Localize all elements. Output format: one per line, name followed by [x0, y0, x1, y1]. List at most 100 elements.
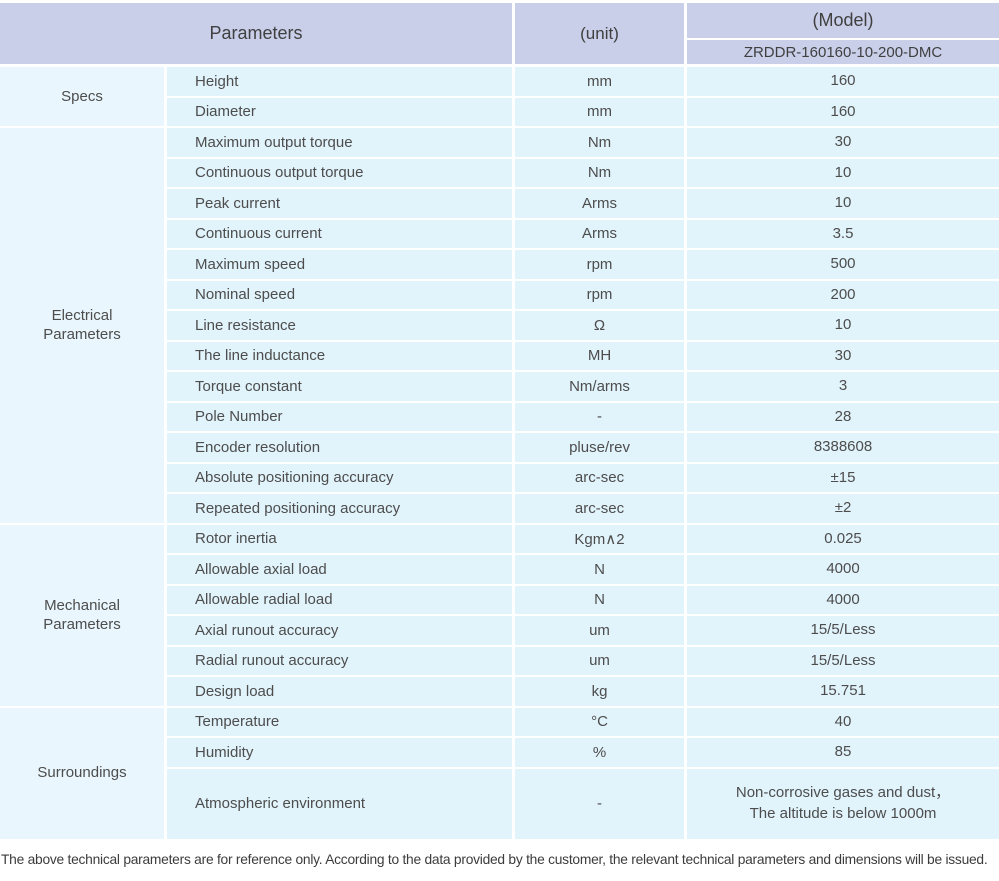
unit-cell: mm: [512, 67, 685, 98]
table-row: Continuous output torque Nm 10: [0, 158, 999, 189]
param-cell: Rotor inertia: [164, 524, 513, 555]
value-cell: 15.751: [684, 677, 999, 708]
param-cell: Diameter: [164, 97, 513, 128]
param-cell: Maximum output torque: [164, 128, 513, 159]
value-cell: ±15: [684, 463, 999, 494]
table-row: The line inductance MH 30: [0, 341, 999, 372]
param-cell: Atmospheric environment: [164, 768, 513, 841]
value-cell: 8388608: [684, 433, 999, 464]
unit-cell: arc-sec: [512, 463, 685, 494]
table-row: Surroundings Temperature °C 40: [0, 707, 999, 841]
table-row: Absolute positioning accuracy arc-sec ±15: [0, 463, 999, 494]
table-row: Diameter mm 160: [0, 97, 999, 128]
table-row: Mechanical Parameters Rotor inertia Kgm∧2 0…: [0, 524, 999, 708]
unit-cell: um: [512, 646, 685, 677]
param-cell: Design load: [164, 677, 513, 708]
unit-cell: -: [512, 768, 685, 841]
unit-cell: MH: [512, 341, 685, 372]
param-cell: Axial runout accuracy: [164, 616, 513, 647]
param-cell: The line inductance: [164, 341, 513, 372]
table-row: Allowable axial load N 4000: [0, 555, 999, 586]
unit-cell: pluse/rev: [512, 433, 685, 464]
value-cell: 85: [684, 738, 999, 769]
value-cell: 500: [684, 250, 999, 281]
unit-cell: -: [512, 402, 685, 433]
param-cell: Humidity: [164, 738, 513, 769]
value-cell: 10: [684, 189, 999, 220]
param-cell: Absolute positioning accuracy: [164, 463, 513, 494]
param-cell: Radial runout accuracy: [164, 646, 513, 677]
unit-cell: %: [512, 738, 685, 769]
param-cell: Encoder resolution: [164, 433, 513, 464]
group-cell-specs: Specs: [0, 67, 164, 128]
unit-cell: Arms: [512, 189, 685, 220]
value-cell: 15/5/Less: [684, 616, 999, 647]
value-cell: 0.025: [684, 524, 999, 555]
unit-cell: Kgm∧2: [512, 524, 685, 555]
unit-cell: rpm: [512, 250, 685, 281]
param-cell: Continuous output torque: [164, 158, 513, 189]
unit-cell: N: [512, 585, 685, 616]
unit-cell: arc-sec: [512, 494, 685, 525]
value-cell: 3.5: [684, 219, 999, 250]
value-cell: 15/5/Less: [684, 646, 999, 677]
table-row: Allowable radial load N 4000: [0, 585, 999, 616]
param-cell: Peak current: [164, 189, 513, 220]
value-cell: 160: [684, 97, 999, 128]
param-cell: Repeated positioning accuracy: [164, 494, 513, 525]
table-row: Axial runout accuracy um 15/5/Less: [0, 616, 999, 647]
table-row: Design load kg 15.751: [0, 677, 999, 708]
column-header-model: (Model): [684, 3, 999, 40]
unit-cell: N: [512, 555, 685, 586]
table-row: Torque constant Nm/arms 3: [0, 372, 999, 403]
table-row: Humidity% 85: [0, 738, 999, 769]
header-row-2: ZRDDR-160160-10-200-DMC: [0, 40, 999, 67]
param-cell: Continuous current: [164, 219, 513, 250]
value-cell: 28: [684, 402, 999, 433]
value-cell: 10: [684, 158, 999, 189]
column-header-parameters: Parameters: [0, 3, 513, 67]
param-cell: Pole Number: [164, 402, 513, 433]
param-cell: Allowable axial load: [164, 555, 513, 586]
value-cell: Non-corrosive gases and dust， The altitu…: [684, 768, 999, 841]
table-row: Nominal speed rpm 200: [0, 280, 999, 311]
unit-cell: Ω: [512, 311, 685, 342]
unit-cell: kg: [512, 677, 685, 708]
param-cell: Height: [164, 67, 513, 98]
table-row: Specs Height mm 160: [0, 67, 999, 128]
group-cell-electrical-parameters: Electrical Parameters: [0, 128, 164, 525]
param-cell: Maximum speed: [164, 250, 513, 281]
unit-cell: Nm/arms: [512, 372, 685, 403]
value-cell: 30: [684, 341, 999, 372]
table-row: Radial runout accuracy um 15/5/Less: [0, 646, 999, 677]
value-cell: 160: [684, 67, 999, 98]
table-row: Pole Number -28: [0, 402, 999, 433]
value-cell: 4000: [684, 585, 999, 616]
unit-cell: Nm: [512, 128, 685, 159]
table-row: Electrical Parameters Maximum output torq…: [0, 128, 999, 525]
param-cell: Nominal speed: [164, 280, 513, 311]
table-row: Maximum speed rpm 500: [0, 250, 999, 281]
param-cell: Allowable radial load: [164, 585, 513, 616]
table-row: Line resistance Ω 10: [0, 311, 999, 342]
group-cell-mechanical-parameters: Mechanical Parameters: [0, 524, 164, 708]
value-cell: 40: [684, 707, 999, 738]
unit-cell: Nm: [512, 158, 685, 189]
column-header-unit: (unit): [512, 3, 685, 67]
table-row: Repeated positioning accuracy arc-sec ±2: [0, 494, 999, 525]
param-cell: Line resistance: [164, 311, 513, 342]
value-cell: 200: [684, 280, 999, 311]
unit-cell: mm: [512, 97, 685, 128]
table-row: Peak current Arms 10: [0, 189, 999, 220]
value-cell: 10: [684, 311, 999, 342]
unit-cell: °C: [512, 707, 685, 738]
value-cell: ±2: [684, 494, 999, 525]
unit-cell: rpm: [512, 280, 685, 311]
unit-cell: um: [512, 616, 685, 647]
param-cell: Torque constant: [164, 372, 513, 403]
parameters-table: Parameters (unit) (Model) ZRDDR-160160-1…: [0, 3, 999, 841]
table-row: Encoder resolution pluse/rev 8388608: [0, 433, 999, 464]
value-cell: 30: [684, 128, 999, 159]
param-cell: Temperature: [164, 707, 513, 738]
